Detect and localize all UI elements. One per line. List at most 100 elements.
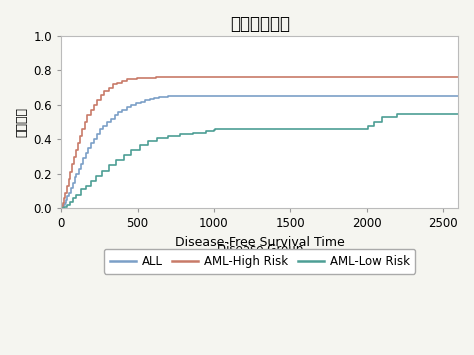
ALL xyxy=(456,93,461,98)
AML-Low Risk xyxy=(58,206,64,211)
AML-Low Risk xyxy=(121,153,127,157)
AML-Low Risk xyxy=(211,128,217,132)
AML-High Risk xyxy=(144,76,150,80)
AML-High Risk xyxy=(73,148,79,152)
AML-High Risk xyxy=(91,103,96,107)
AML-Low Risk xyxy=(113,158,119,162)
ALL xyxy=(61,203,66,207)
ALL xyxy=(64,194,70,198)
ALL xyxy=(147,97,153,101)
Y-axis label: 累积发生: 累积发生 xyxy=(15,107,28,137)
AML-High Risk xyxy=(58,206,64,211)
ALL xyxy=(116,110,121,114)
ALL xyxy=(81,156,86,160)
AML-High Risk xyxy=(60,201,66,206)
Title: 累积发生函数: 累积发生函数 xyxy=(230,15,290,33)
ALL xyxy=(66,191,72,195)
AML-Low Risk xyxy=(100,168,105,173)
AML-High Risk xyxy=(67,170,73,174)
AML-Low Risk xyxy=(272,127,278,131)
AML-High Risk xyxy=(129,77,135,81)
AML-High Risk xyxy=(135,76,140,80)
AML-Low Risk xyxy=(70,196,75,200)
ALL xyxy=(173,94,179,98)
AML-Low Risk xyxy=(372,120,377,124)
AML-Low Risk xyxy=(379,115,385,119)
AML-High Risk xyxy=(64,184,70,188)
ALL xyxy=(88,141,94,145)
ALL xyxy=(161,94,166,99)
ALL xyxy=(58,206,64,211)
AML-Low Risk xyxy=(62,204,67,209)
AML-High Risk xyxy=(85,113,91,118)
AML-Low Risk xyxy=(394,111,400,116)
ALL xyxy=(142,98,148,102)
AML-High Risk xyxy=(77,134,82,138)
ALL xyxy=(97,127,103,131)
ALL xyxy=(100,124,106,128)
AML-High Risk xyxy=(66,177,72,181)
AML-High Risk xyxy=(287,75,293,79)
AML-Low Risk xyxy=(333,127,339,131)
Legend: ALL, AML-High Risk, AML-Low Risk: ALL, AML-High Risk, AML-Low Risk xyxy=(104,249,416,274)
Text: Disease Group: Disease Group xyxy=(217,243,303,256)
AML-High Risk xyxy=(69,162,75,166)
AML-Low Risk xyxy=(83,184,89,188)
AML-High Risk xyxy=(181,75,186,79)
AML-Low Risk xyxy=(364,127,370,131)
ALL xyxy=(211,93,217,98)
ALL xyxy=(133,101,139,105)
ALL xyxy=(62,201,67,206)
AML-High Risk xyxy=(62,196,67,200)
ALL xyxy=(78,162,84,166)
AML-High Risk xyxy=(211,75,217,79)
ALL xyxy=(124,105,130,109)
AML-High Risk xyxy=(115,80,120,84)
AML-Low Risk xyxy=(203,129,209,133)
AML-Low Risk xyxy=(78,187,84,192)
AML-Low Risk xyxy=(190,130,195,135)
X-axis label: Disease-Free Survival Time: Disease-Free Survival Time xyxy=(175,236,345,249)
AML-High Risk xyxy=(94,98,100,102)
AML-Low Risk xyxy=(217,127,223,131)
AML-Low Risk xyxy=(128,148,134,152)
ALL xyxy=(94,132,100,136)
AML-High Risk xyxy=(158,75,164,79)
ALL xyxy=(181,94,186,98)
Line: AML-High Risk: AML-High Risk xyxy=(61,77,458,208)
AML-High Risk xyxy=(153,75,159,80)
AML-Low Risk xyxy=(155,136,160,140)
AML-Low Risk xyxy=(216,127,221,131)
Line: ALL: ALL xyxy=(61,95,458,208)
ALL xyxy=(108,117,114,121)
AML-Low Risk xyxy=(146,139,151,143)
ALL xyxy=(63,198,69,202)
ALL xyxy=(196,94,201,98)
AML-Low Risk xyxy=(93,174,99,178)
ALL xyxy=(83,151,89,155)
ALL xyxy=(68,186,74,190)
AML-Low Risk xyxy=(214,127,220,131)
Line: AML-Low Risk: AML-Low Risk xyxy=(61,114,458,208)
AML-High Risk xyxy=(88,108,93,112)
AML-High Risk xyxy=(75,141,81,145)
AML-Low Risk xyxy=(213,127,219,132)
ALL xyxy=(364,93,370,98)
ALL xyxy=(156,95,162,99)
ALL xyxy=(138,99,144,104)
ALL xyxy=(287,93,293,98)
ALL xyxy=(70,180,76,185)
AML-Low Risk xyxy=(165,134,171,138)
AML-Low Risk xyxy=(365,124,371,128)
AML-Low Risk xyxy=(303,127,309,131)
AML-Low Risk xyxy=(137,142,143,147)
AML-High Risk xyxy=(110,82,116,86)
AML-High Risk xyxy=(101,89,107,93)
AML-High Risk xyxy=(124,77,130,82)
ALL xyxy=(112,113,118,118)
ALL xyxy=(165,94,171,98)
AML-High Risk xyxy=(106,86,111,90)
ALL xyxy=(152,96,157,100)
AML-High Risk xyxy=(168,75,174,79)
AML-High Risk xyxy=(456,75,461,79)
